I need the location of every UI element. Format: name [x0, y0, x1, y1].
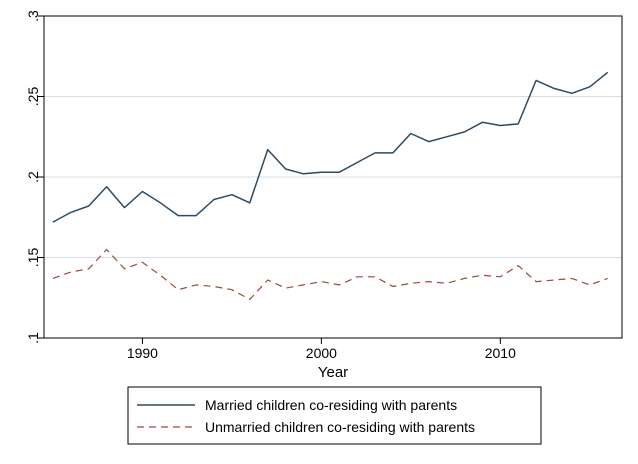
series-line-married — [52, 71, 609, 223]
x-axis-title: Year — [318, 364, 348, 381]
y-tick-label: .25 — [25, 87, 41, 107]
legend-box — [127, 386, 542, 445]
legend-label-married: Married children co-residing with parent… — [205, 397, 457, 413]
y-tick-label: .15 — [25, 248, 41, 268]
x-tick-label: 2010 — [485, 345, 516, 361]
y-tick-label: .1 — [25, 332, 41, 344]
axes: .1 .15 .2 .25 .3 1990 2000 2010 — [25, 10, 516, 361]
series-group — [52, 71, 609, 300]
legend-label-unmarried: Unmarried children co-residing with pare… — [205, 419, 475, 435]
legend: Married children co-residing with parent… — [127, 386, 542, 445]
series-line-unmarried — [52, 248, 608, 300]
x-tick-label: 1990 — [127, 345, 158, 361]
y-tick-label: .2 — [25, 171, 41, 183]
x-tick-label: 2000 — [306, 345, 337, 361]
y-tick-label: .3 — [25, 10, 41, 22]
